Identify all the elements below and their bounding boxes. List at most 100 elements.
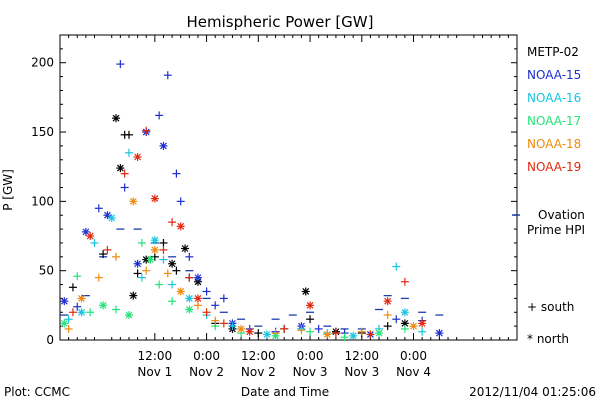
data-point — [297, 326, 306, 335]
data-point — [400, 308, 409, 317]
data-point — [409, 322, 418, 331]
data-point — [392, 315, 401, 324]
x-tick-date: Nov 4 — [396, 365, 431, 379]
data-point — [185, 305, 194, 314]
data-point — [94, 204, 103, 213]
data-point — [181, 244, 190, 253]
marker-legend-entry: * north — [527, 332, 569, 346]
x-axis: 12:00 Nov 1 0:00 Nov 2 12:00 Nov 2 0:00 Nov 3 12… — [68, 35, 509, 379]
data-point — [193, 301, 202, 310]
ovation-series — [60, 228, 444, 330]
data-point — [159, 141, 168, 150]
data-point — [99, 250, 108, 259]
data-point — [383, 311, 392, 320]
x-tick-time: 0:00 — [400, 349, 427, 363]
legend-entry: NOAA-19 — [527, 160, 581, 174]
data-points — [60, 60, 444, 342]
data-point — [168, 259, 177, 268]
data-point — [155, 111, 164, 120]
data-point — [418, 327, 427, 336]
data-point — [349, 331, 358, 340]
data-point — [366, 330, 375, 339]
data-point — [163, 269, 172, 278]
data-point — [137, 238, 146, 247]
ovation-label-line1: Ovation — [538, 208, 585, 222]
data-point — [306, 315, 315, 324]
data-point — [77, 308, 86, 317]
legend-entry: METP-02 — [527, 45, 579, 59]
data-point — [193, 294, 202, 303]
footer-left: Plot: CCMC — [4, 385, 70, 399]
data-point — [116, 60, 125, 69]
data-point — [133, 269, 142, 278]
data-point — [90, 238, 99, 247]
data-point — [301, 287, 310, 296]
data-point — [176, 287, 185, 296]
x-tick-time: 12:00 — [138, 349, 173, 363]
data-point — [133, 259, 142, 268]
legend-entry: NOAA-18 — [527, 137, 581, 151]
legend-entry: NOAA-15 — [527, 68, 581, 82]
y-tick-label: 100 — [31, 194, 54, 208]
data-point — [202, 287, 211, 296]
x-tick-date: Nov 2 — [189, 365, 224, 379]
y-axis: 0 50 100 150 200 — [31, 48, 517, 347]
x-tick-date: Nov 3 — [344, 365, 379, 379]
data-point — [86, 232, 95, 241]
data-point — [124, 311, 133, 320]
x-tick-time: 0:00 — [297, 349, 324, 363]
ovation-label-line2: Prime HPI — [527, 223, 585, 237]
data-point — [314, 324, 323, 333]
data-point — [280, 324, 289, 333]
y-tick-label: 150 — [31, 125, 54, 139]
legend-entry: NOAA-16 — [527, 91, 581, 105]
data-point — [103, 245, 112, 254]
data-point — [60, 297, 69, 306]
legend-entry: NOAA-17 — [527, 114, 581, 128]
data-point — [60, 319, 69, 328]
x-tick-time: 12:00 — [344, 349, 379, 363]
data-point — [142, 266, 151, 275]
y-tick-label: 200 — [31, 56, 54, 70]
data-point — [73, 302, 82, 311]
data-point — [306, 327, 315, 336]
chart-title: Hemispheric Power [GW] — [187, 13, 374, 31]
data-point — [176, 222, 185, 231]
data-point — [185, 273, 194, 282]
data-point — [219, 294, 228, 303]
data-point — [375, 329, 384, 338]
data-point — [400, 324, 409, 333]
data-point — [172, 266, 181, 275]
data-point — [99, 301, 108, 310]
data-point — [133, 153, 142, 161]
data-point — [340, 333, 349, 342]
data-point — [193, 273, 202, 282]
data-point — [202, 308, 211, 317]
data-point — [172, 169, 181, 178]
legend: METP-02 NOAA-15 NOAA-16 NOAA-17 NOAA-18 NOAA-… — [527, 45, 581, 174]
x-tick-time: 0:00 — [193, 349, 220, 363]
data-point — [185, 252, 194, 261]
data-point — [116, 164, 125, 173]
ovation-legend: Ovation Prime HPI — [512, 208, 585, 237]
data-point — [211, 316, 220, 325]
data-point — [94, 273, 103, 282]
data-point — [150, 236, 159, 245]
data-point — [150, 194, 159, 203]
data-point — [73, 272, 82, 281]
marker-legend: + south * north — [527, 300, 574, 346]
data-point — [211, 301, 220, 310]
data-point — [392, 262, 401, 271]
data-point — [150, 245, 159, 254]
data-point — [150, 252, 159, 261]
data-point — [331, 329, 340, 338]
data-point — [159, 245, 168, 254]
x-tick-time: 12:00 — [241, 349, 276, 363]
y-tick-label: 0 — [46, 333, 54, 347]
x-tick-date: Nov 1 — [137, 365, 172, 379]
data-point — [112, 114, 121, 123]
data-point — [86, 308, 95, 317]
data-point — [159, 255, 168, 264]
data-point — [435, 329, 444, 338]
data-point — [120, 183, 129, 192]
